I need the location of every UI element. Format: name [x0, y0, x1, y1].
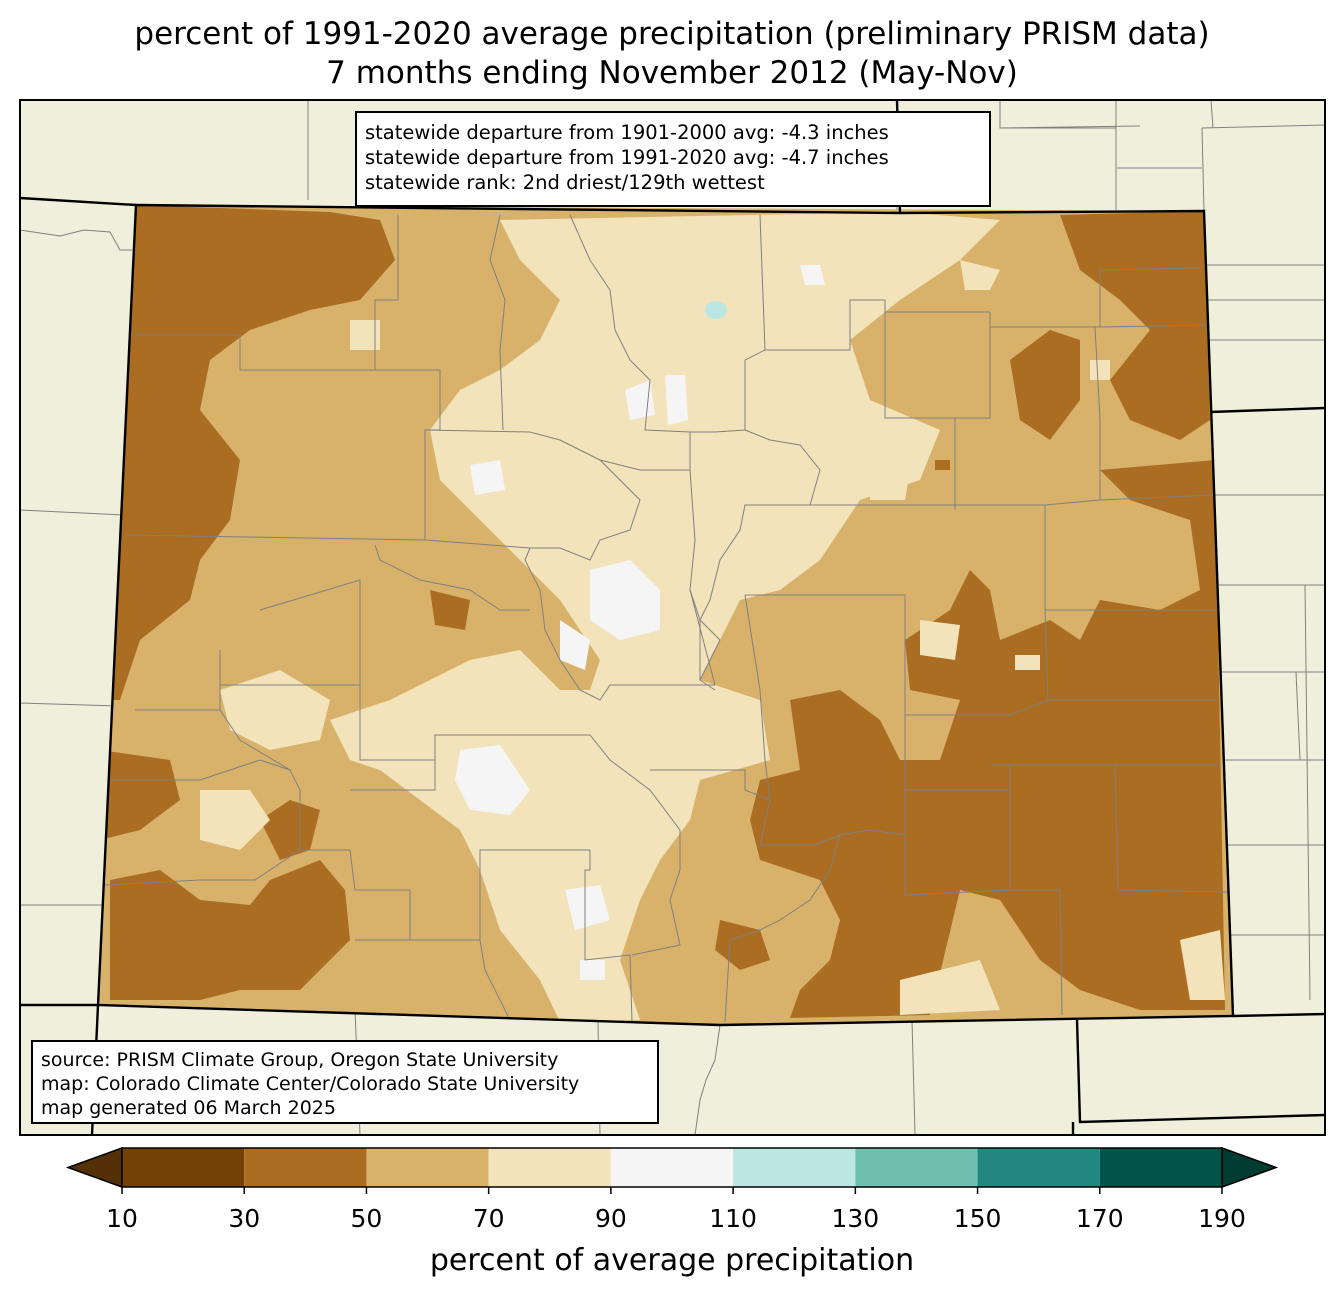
colorbar-bin-130-150	[855, 1148, 978, 1187]
colorbar-tick-label-70: 70	[472, 1204, 505, 1233]
colorbar-tick-label-130: 130	[831, 1204, 880, 1233]
credits-box: source: PRISM Climate Group, Oregon Stat…	[31, 1040, 659, 1124]
colorbar-tick-marks	[121, 1187, 1223, 1194]
colorbar-bin-30-50	[244, 1148, 367, 1187]
bin-110-130-area	[705, 301, 727, 319]
colorbar-bin-150-170	[977, 1148, 1100, 1187]
colorbar-tick-label-50: 50	[350, 1204, 383, 1233]
stats-line-1: statewide departure from 1901-2000 avg: …	[365, 121, 889, 144]
colorbar-bin-90-110	[610, 1148, 734, 1187]
colorbar-bin-50-70	[366, 1148, 489, 1187]
map-title: percent of 1991-2020 average precipitati…	[134, 16, 1210, 52]
colorbar-tick-label-170: 170	[1075, 1204, 1124, 1233]
neighbor-county-lines	[20, 100, 1325, 1135]
bin-70-90-areas	[200, 212, 1225, 1022]
statewide-stats-box: statewide departure from 1901-2000 avg: …	[355, 111, 991, 207]
colorbar-tick-label-90: 90	[594, 1204, 627, 1233]
colorbar-tick-label-150: 150	[953, 1204, 1002, 1233]
colorbar-tick-label-10: 10	[106, 1204, 138, 1233]
stats-line-2: statewide departure from 1991-2020 avg: …	[365, 146, 889, 169]
colorado-county-lines	[104, 214, 1231, 1023]
credits-line-3: map generated 06 March 2025	[41, 1097, 336, 1119]
stats-line-3: statewide rank: 2nd driest/129th wettest	[365, 171, 765, 194]
colorbar-bins	[122, 1148, 1222, 1187]
colorbar-over-arrow	[1221, 1146, 1279, 1189]
colorbar-under-arrow	[65, 1146, 123, 1189]
colorbar-bin-70-90	[488, 1148, 611, 1187]
credits-line-2: map: Colorado Climate Center/Colorado St…	[41, 1073, 580, 1095]
colorbar-tick-label-190: 190	[1198, 1204, 1246, 1233]
map-subtitle: 7 months ending November 2012 (May-Nov)	[326, 55, 1018, 91]
colorbar-bin-10-30	[122, 1148, 245, 1187]
colorado-precip-field	[98, 205, 1233, 1025]
colorbar-bin-110-130	[733, 1148, 856, 1187]
colorbar-bin-170-190	[1099, 1148, 1222, 1187]
colorbar	[65, 1146, 1279, 1189]
colorbar-tick-label-110: 110	[709, 1204, 757, 1233]
colorbar-tick-label-30: 30	[228, 1204, 261, 1233]
bin-30-50-areas	[100, 205, 1225, 1018]
colorbar-label: percent of average precipitation	[429, 1243, 915, 1278]
credits-line-1: source: PRISM Climate Group, Oregon Stat…	[41, 1049, 559, 1071]
